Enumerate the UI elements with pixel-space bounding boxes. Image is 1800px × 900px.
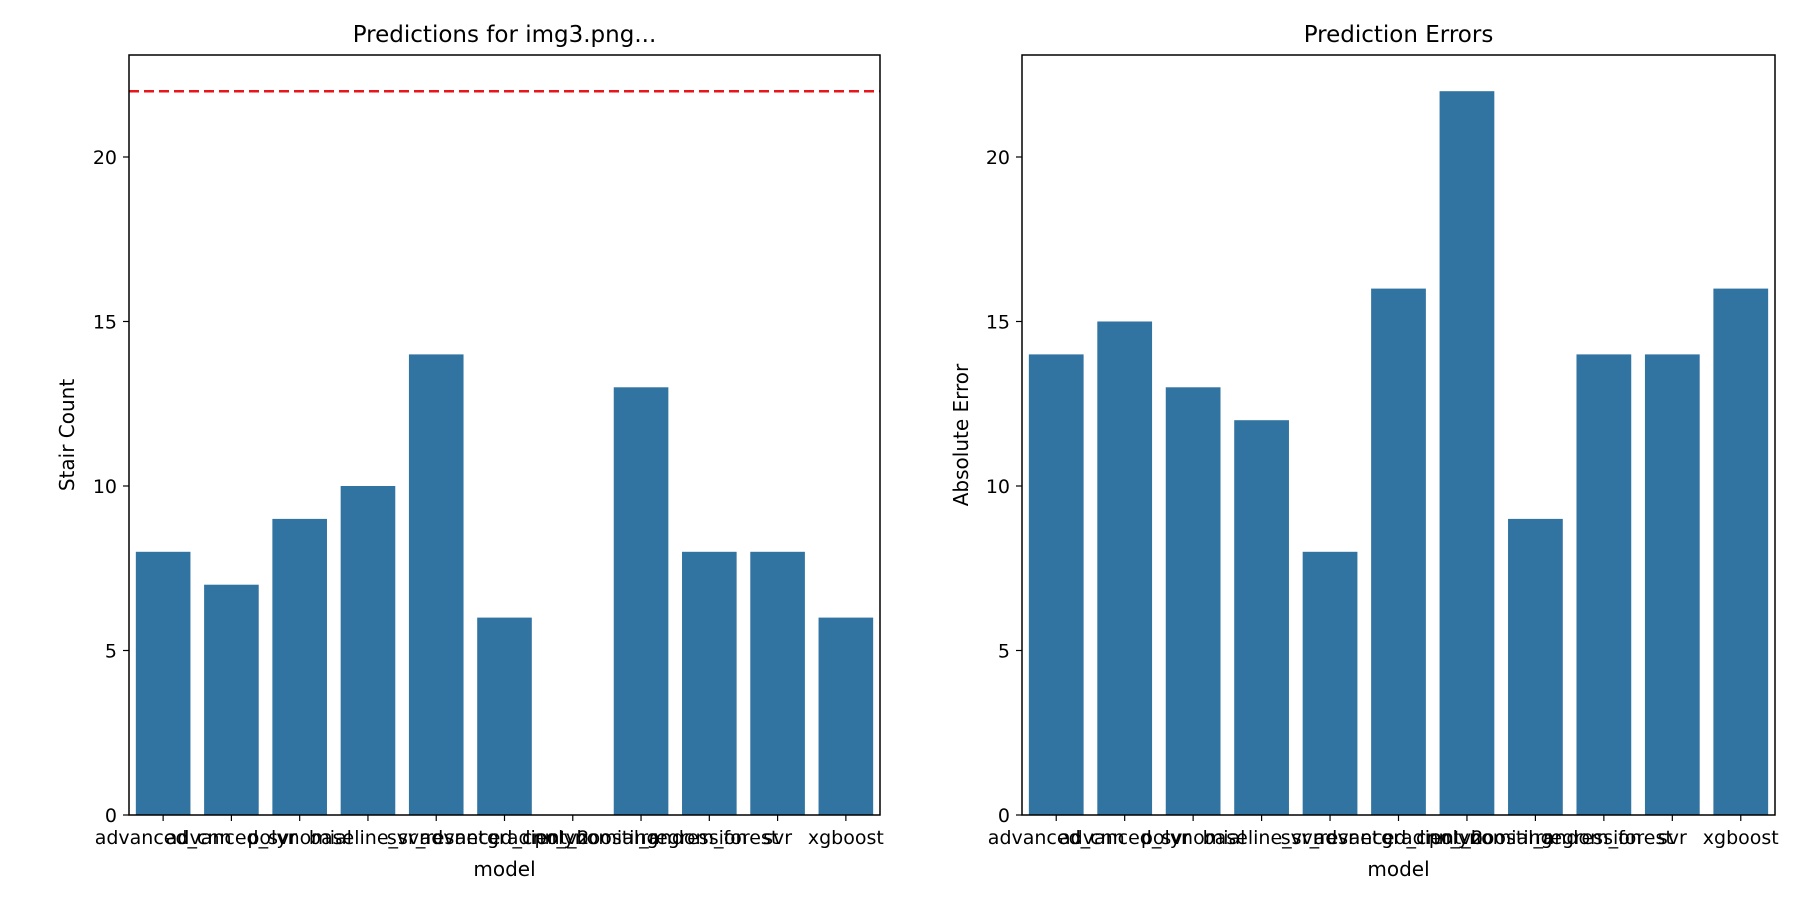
x-tick-label: advanced_svr	[166, 827, 297, 849]
bar-advanced_cnn	[135, 551, 191, 815]
x-tick-label: svr_resnet	[387, 827, 486, 849]
bar-svr	[750, 551, 805, 815]
bar-svr	[1644, 354, 1700, 815]
y-ticks: 0 5 10 15 20	[986, 147, 1022, 827]
x-tick-label: svr	[763, 827, 792, 849]
x-tick-label: advanced_svr	[1059, 827, 1190, 849]
x-ticks: advanced_cnnadvanced_svrpolynomialbaseli…	[988, 815, 1779, 849]
x-tick-label: svr	[1658, 827, 1687, 849]
x-tick-label: baseline_svr	[309, 827, 427, 849]
x-tick-label: xgboost	[808, 827, 884, 849]
bar-advanced_svr	[204, 584, 259, 815]
y-tick-label: 15	[93, 311, 117, 333]
bar-group	[135, 354, 874, 815]
axes-frame	[1021, 54, 1776, 816]
bar-baseline_svr	[340, 486, 396, 815]
bar-group	[1028, 91, 1769, 816]
y-tick-label: 20	[93, 147, 117, 169]
bar-polynomial	[272, 518, 327, 815]
bar-polynomial	[1165, 387, 1221, 815]
x-tick-label: random_forest	[1535, 827, 1673, 849]
y-ticks: 0 5 10 15 20	[93, 147, 129, 827]
bar-advanced_svr	[1097, 321, 1153, 815]
bar-xgboost	[1713, 288, 1769, 816]
bar-advanced_cnn_v2	[477, 617, 532, 815]
y-tick-label: 10	[93, 476, 117, 498]
predictions-chart: Predictions for img3.png... 0 5 10 15 20 adv…	[55, 22, 884, 881]
x-tick-label: advanced_cnn_v2	[1314, 827, 1484, 849]
y-tick-label: 5	[105, 640, 117, 662]
x-tick-label: svr_resnet	[1281, 827, 1380, 849]
x-tick-label: advanced_cnn	[988, 827, 1125, 849]
x-tick-label: advanced_cnn	[95, 827, 232, 849]
x-tick-label: polynomial_regression	[535, 827, 748, 849]
chart-title: Prediction Errors	[1304, 22, 1494, 48]
x-tick-label: advanced_cnn_v2	[420, 827, 590, 849]
chart-title: Predictions for img3.png...	[353, 22, 657, 48]
x-tick-label: baseline_svr	[1203, 827, 1321, 849]
x-axis-label: model	[473, 857, 535, 881]
bar-polynomial_regression	[613, 387, 669, 815]
bar-advanced_cnn_v2	[1371, 288, 1426, 816]
bar-xgboost	[818, 617, 874, 815]
y-tick-label: 10	[986, 476, 1010, 498]
x-axis-label: model	[1367, 857, 1429, 881]
bar-gradient_boosting	[1439, 91, 1495, 815]
x-tick-label: xgboost	[1703, 827, 1779, 849]
axes-frame	[128, 54, 881, 816]
y-tick-label: 20	[986, 147, 1010, 169]
x-ticks: advanced_cnnadvanced_svrpolynomialbaseli…	[95, 815, 884, 849]
x-tick-label: polynomial_regression	[1429, 827, 1642, 849]
y-axis-label: Stair Count	[55, 379, 79, 491]
bar-svr_resnet	[1302, 551, 1358, 815]
x-tick-label: gradient_boosting	[1381, 827, 1553, 849]
y-tick-label: 0	[998, 805, 1010, 827]
y-tick-label: 0	[105, 805, 117, 827]
bar-advanced_cnn	[1028, 354, 1084, 815]
bar-polynomial_regression	[1508, 518, 1563, 815]
y-tick-label: 15	[986, 311, 1010, 333]
bar-random_forest	[682, 551, 737, 815]
x-tick-label: random_forest	[640, 827, 778, 849]
bar-svr_resnet	[408, 354, 464, 815]
x-tick-label: polynomial	[1141, 827, 1246, 849]
bar-random_forest	[1576, 354, 1632, 815]
y-axis-label: Absolute Error	[949, 363, 973, 506]
x-tick-label: polynomial	[247, 827, 352, 849]
x-tick-label: gradient_boosting	[487, 827, 659, 849]
bar-baseline_svr	[1234, 420, 1289, 815]
y-tick-label: 5	[998, 640, 1010, 662]
